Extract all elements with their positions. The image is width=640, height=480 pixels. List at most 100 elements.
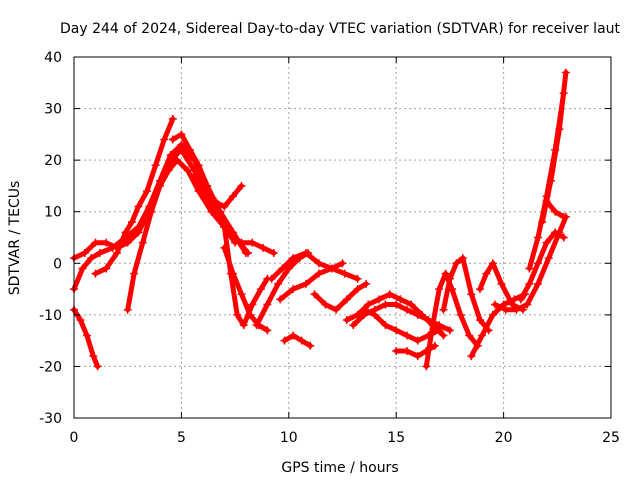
data-point-marker (173, 156, 182, 165)
data-point-marker (177, 130, 186, 139)
x-axis-label: GPS time / hours (281, 460, 398, 476)
data-point-marker (276, 295, 285, 304)
data-point-marker (237, 238, 246, 247)
data-point-marker (155, 181, 164, 190)
data-point-marker (542, 238, 551, 247)
series-line (468, 291, 528, 359)
data-point-marker (89, 352, 98, 361)
data-point-marker (143, 187, 152, 196)
data-point-marker (375, 295, 384, 304)
data-point-marker (353, 285, 362, 294)
data-point-marker (147, 207, 156, 216)
series-line (269, 250, 360, 282)
data-point-marker (228, 233, 237, 242)
data-point-marker (138, 238, 147, 247)
data-point-marker (168, 135, 177, 144)
chart-title: Day 244 of 2024, Sidereal Day-to-day VTE… (60, 21, 621, 37)
series-arc-4 (91, 114, 177, 278)
data-point-marker (321, 300, 330, 309)
data-point-marker (95, 248, 104, 257)
data-point-marker (364, 300, 373, 309)
data-point-marker (385, 290, 394, 299)
y-tick-label: 20 (44, 153, 62, 169)
data-point-marker (91, 269, 100, 278)
series-line (93, 116, 176, 277)
data-point-marker (314, 269, 323, 278)
data-point-marker (220, 243, 229, 252)
data-point-marker (402, 346, 411, 355)
data-point-marker (452, 259, 461, 268)
data-point-marker (424, 316, 433, 325)
data-point-marker (297, 336, 306, 345)
data-point-marker (76, 316, 85, 325)
x-tick-label: 0 (70, 430, 79, 446)
data-point-marker (501, 305, 510, 314)
data-point-marker (546, 176, 555, 185)
data-point-marker (168, 114, 177, 123)
series-line (282, 333, 313, 349)
axes: 0 5 10 15 20 25 -30 -20 -10 0 10 20 30 40 (39, 50, 620, 446)
data-point-marker (516, 295, 525, 304)
data-point-marker (220, 202, 229, 211)
data-point-marker (381, 300, 390, 309)
data-point-marker (544, 254, 553, 263)
data-point-marker (359, 305, 368, 314)
data-point-marker (445, 274, 454, 283)
data-point-marker (478, 331, 487, 340)
series-arc-14 (280, 331, 315, 350)
series-line (477, 260, 526, 313)
data-point-marker (91, 238, 100, 247)
data-point-marker (93, 362, 102, 371)
y-tick-label: 10 (44, 205, 62, 221)
series-layer (70, 68, 570, 371)
data-point-marker (123, 238, 132, 247)
data-point-marker (87, 254, 96, 263)
data-point-marker (422, 362, 431, 371)
y-tick-label: -20 (39, 359, 62, 375)
series-arc-1 (70, 305, 102, 371)
x-tick-label: 25 (602, 430, 620, 446)
data-point-marker (441, 269, 450, 278)
data-point-marker (310, 290, 319, 299)
data-point-marker (542, 197, 551, 206)
series-arc-22 (475, 259, 527, 314)
data-point-marker (439, 305, 448, 314)
data-point-marker (207, 207, 216, 216)
series-arc-21 (467, 290, 530, 361)
series-line (361, 307, 442, 344)
x-tick-label: 20 (495, 430, 513, 446)
series-arc-8 (211, 197, 272, 330)
data-point-marker (102, 238, 111, 247)
data-point-marker (402, 305, 411, 314)
data-point-marker (248, 300, 257, 309)
data-point-marker (523, 300, 532, 309)
data-point-marker (280, 336, 289, 345)
data-point-marker (445, 326, 454, 335)
data-point-marker (342, 316, 351, 325)
data-point-marker (220, 223, 229, 232)
data-point-marker (349, 321, 358, 330)
data-point-marker (177, 145, 186, 154)
y-tick-label: 30 (44, 102, 62, 118)
data-point-marker (151, 161, 160, 170)
data-point-marker (512, 305, 521, 314)
data-point-marker (370, 310, 379, 319)
data-point-marker (263, 326, 272, 335)
data-point-marker (185, 145, 194, 154)
data-point-marker (491, 300, 500, 309)
data-point-marker (362, 279, 371, 288)
data-point-marker (263, 300, 272, 309)
data-point-marker (456, 310, 465, 319)
y-tick-label: 0 (53, 256, 62, 272)
data-point-marker (525, 279, 534, 288)
data-point-marker (488, 259, 497, 268)
data-point-marker (190, 171, 199, 180)
y-axis-label: SDTVAR / TECUs (7, 181, 23, 296)
data-point-marker (435, 285, 444, 294)
data-point-marker (289, 254, 298, 263)
data-point-marker (211, 197, 220, 206)
data-point-marker (482, 269, 491, 278)
data-point-marker (237, 181, 246, 190)
data-point-marker (413, 310, 422, 319)
data-point-marker (475, 316, 484, 325)
